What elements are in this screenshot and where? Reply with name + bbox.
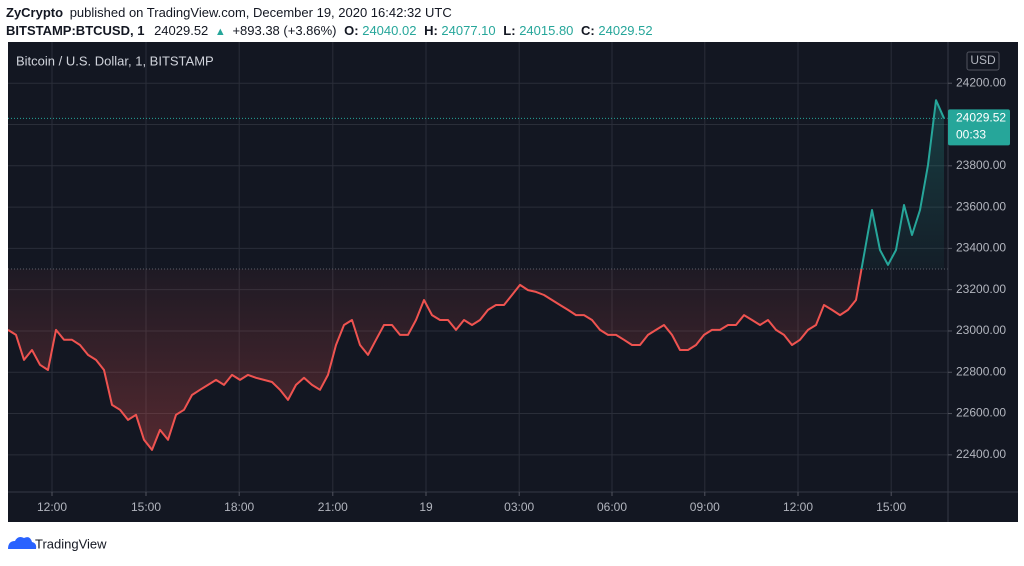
open-value: 24040.02	[362, 23, 416, 38]
symbol: BITSTAMP:BTCUSD, 1	[6, 23, 144, 38]
last-price-label: 24029.52	[956, 111, 1006, 125]
low-label: L:	[503, 23, 515, 38]
y-tick-label: 23600.00	[956, 199, 1006, 213]
brand-logo: TradingView	[8, 536, 107, 551]
x-tick-label: 15:00	[131, 500, 161, 514]
x-tick-label: 15:00	[876, 500, 906, 514]
close-value: 24029.52	[598, 23, 652, 38]
last-value: 24029.52	[154, 23, 208, 38]
x-tick-label: 03:00	[504, 500, 534, 514]
close-label: C:	[581, 23, 595, 38]
y-tick-label: 22800.00	[956, 364, 1006, 378]
y-tick-label: 22400.00	[956, 447, 1006, 461]
published: published on TradingView.com, December 1…	[70, 5, 452, 20]
logo-icon	[8, 537, 37, 549]
plot	[8, 99, 948, 451]
price-line	[8, 99, 945, 451]
countdown: 00:33	[956, 128, 986, 142]
brand: TradingView	[35, 536, 107, 551]
x-tick-label: 09:00	[690, 500, 720, 514]
axes: 22400.00 22600.00 22800.00 23000.00 23200.00…	[37, 75, 1010, 514]
high-value: 24077.10	[441, 23, 495, 38]
last-price-tag	[948, 109, 1010, 146]
y-tick-label: 23800.00	[956, 158, 1006, 172]
currency: USD	[970, 53, 996, 67]
x-tick-label: 18:00	[224, 500, 254, 514]
symbol-line: BITSTAMP:BTCUSD, 1 24029.52 ▲ +893.38 (+…	[6, 23, 653, 38]
y-tick-label: 23400.00	[956, 241, 1006, 255]
open-label: O:	[344, 23, 358, 38]
x-tick-label: 06:00	[597, 500, 627, 514]
x-tick-label: 21:00	[318, 500, 348, 514]
change: +893.38 (+3.86%)	[232, 23, 336, 38]
author: ZyCrypto	[6, 5, 63, 20]
y-tick-label: 22600.00	[956, 406, 1006, 420]
currency-box[interactable]	[966, 51, 1000, 71]
x-tick-label: 12:00	[783, 500, 813, 514]
low-value: 24015.80	[519, 23, 573, 38]
change-arrow: ▲	[215, 26, 226, 38]
high-label: H:	[424, 23, 438, 38]
x-tick-label: 12:00	[37, 500, 67, 514]
y-tick-label: 23200.00	[956, 282, 1006, 296]
y-tick-label: 23000.00	[956, 323, 1006, 337]
chart-title: Bitcoin / U.S. Dollar, 1, BITSTAMP	[16, 53, 214, 68]
y-tick-label: 24200.00	[956, 75, 1006, 89]
x-tick-label: 19	[419, 500, 433, 514]
baseline-area	[8, 100, 944, 450]
publisher-line: ZyCrypto published on TradingView.com, D…	[6, 5, 452, 20]
